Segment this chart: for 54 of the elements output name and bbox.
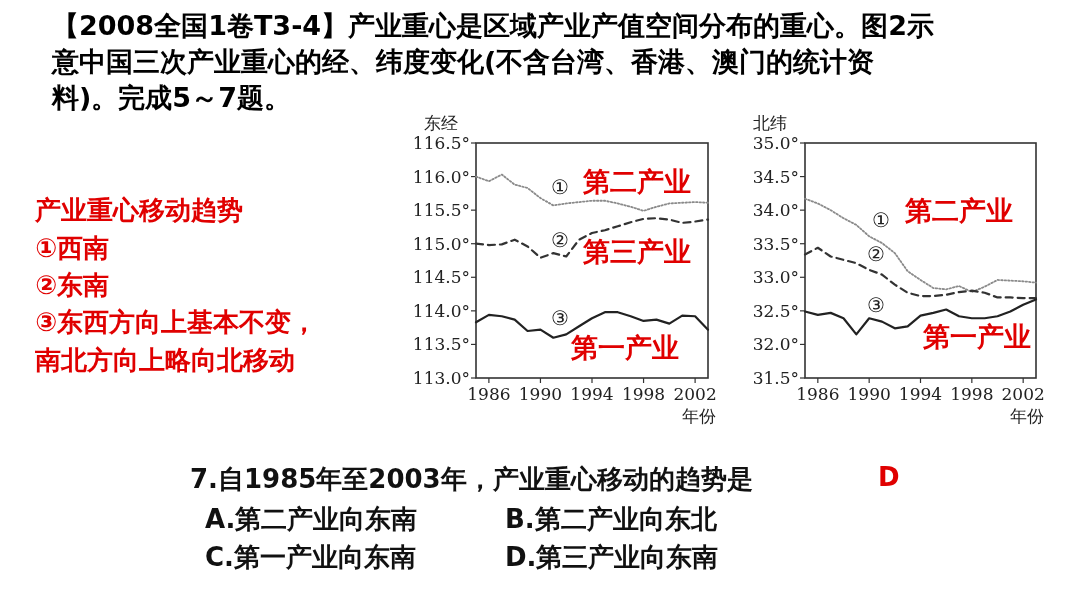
text: D (878, 462, 900, 492)
text: C.第一产业向东南 (205, 541, 416, 574)
series-label: 第二产业 (904, 194, 1014, 226)
text: 【2008全国1卷T3-4】产业重心是区域产业产值空间分布的重心。图2示意中国三次产业重心的经、纬度变化(不含台湾、香港、澳门的统计资料)。完成5～7题。 (52, 10, 934, 113)
x-tick-label: 1994 (898, 384, 943, 404)
text: D.第三产业向东南 (505, 541, 719, 574)
x-tick-label: 1986 (796, 384, 840, 404)
annotation: ③ (866, 292, 885, 317)
x-tick-label: 1998 (950, 384, 994, 404)
annotation: ① (550, 174, 569, 199)
x-tick-label: 2002 (673, 384, 717, 404)
series-label: 第一产业 (921, 320, 1031, 352)
y-axis-title: 北纬 (753, 113, 787, 133)
y-tick-label: 35.0° (752, 133, 799, 153)
y-tick-label: 114.5° (412, 267, 470, 288)
text: B.第二产业向东北 (505, 503, 717, 536)
y-tick-label: 31.5° (752, 368, 799, 388)
x-tick-label: 2002 (1001, 384, 1045, 404)
x-tick-label: 1994 (570, 384, 614, 404)
y-tick-label: 116.0° (412, 166, 470, 187)
y-tick-label: 115.0° (412, 233, 470, 254)
x-tick-label: 1990 (847, 384, 891, 404)
y-tick-label: 33.5° (752, 233, 799, 254)
x-axis-title: 年份 (682, 406, 716, 426)
x-axis-title: 年份 (1010, 406, 1044, 426)
y-axis-title: 东经 (424, 113, 458, 133)
y-tick-label: 113.5° (412, 334, 470, 355)
y-tick-label: 33.0° (752, 267, 799, 288)
series-label: 第一产业 (570, 332, 680, 364)
annotation: ② (866, 242, 885, 267)
text: ③东西方向上基本不变， (35, 306, 318, 339)
line-series (804, 197, 1037, 293)
y-tick-label: 34.5° (752, 166, 799, 187)
x-tick-label: 1998 (621, 384, 666, 404)
text: ②东南 (35, 269, 110, 302)
text: 南北方向上略向北移动 (35, 344, 295, 377)
annotation: ② (550, 227, 569, 252)
text: ①西南 (35, 232, 110, 265)
y-tick-label: 113.0° (412, 368, 470, 388)
y-tick-label: 116.5° (412, 133, 470, 153)
series-label: 第二产业 (582, 165, 692, 197)
text: 产业重心移动趋势 (35, 194, 243, 227)
series-label: 第三产业 (582, 235, 692, 267)
y-tick-label: 114.0° (412, 300, 470, 321)
y-tick-label: 34.0° (752, 200, 799, 221)
y-tick-label: 115.5° (412, 200, 470, 221)
annotation: ① (871, 207, 890, 232)
annotation: ③ (550, 306, 569, 331)
y-tick-label: 32.0° (752, 334, 799, 355)
y-tick-label: 32.5° (752, 300, 799, 321)
text: A.第二产业向东南 (205, 503, 418, 536)
x-tick-label: 1986 (467, 384, 511, 404)
text: 7.自1985年至2003年，产业重心移动的趋势是 (190, 463, 753, 496)
x-tick-label: 1990 (518, 384, 563, 404)
